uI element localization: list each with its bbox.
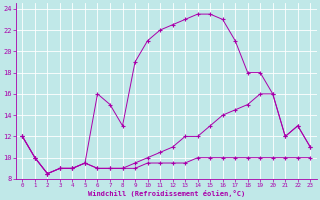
X-axis label: Windchill (Refroidissement éolien,°C): Windchill (Refroidissement éolien,°C) (88, 190, 245, 197)
